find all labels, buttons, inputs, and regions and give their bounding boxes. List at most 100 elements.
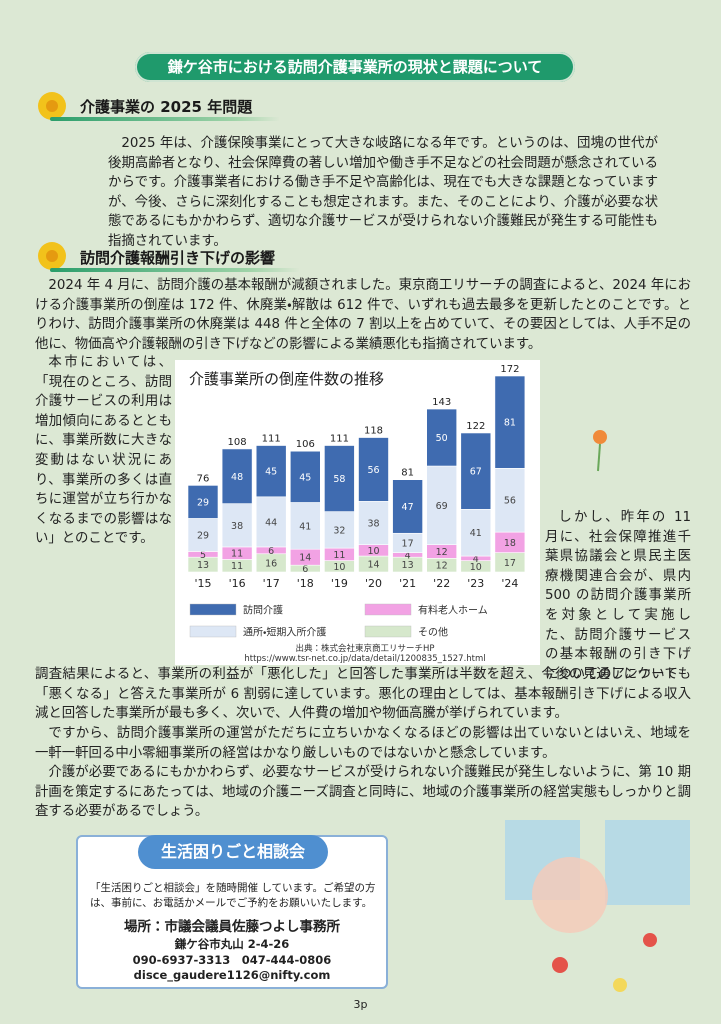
value-label: 38 [367, 519, 379, 530]
total-label: 143 [432, 397, 451, 408]
total-label: 106 [296, 439, 315, 450]
paragraph: ですから、訪問介護事業所の運営がただちに立ちいかなくなるほどの影響は出ていないと… [35, 726, 691, 761]
total-label: 118 [364, 426, 383, 437]
bar-segment [426, 408, 457, 467]
legend-label: 有料老人ホーム [418, 604, 488, 617]
decoration [593, 430, 607, 472]
value-label: 48 [231, 472, 243, 483]
legend-label: その他 [418, 626, 448, 639]
value-label: 4 [473, 554, 479, 565]
legend-label: 訪問介護 [243, 604, 283, 617]
value-label: 47 [402, 502, 414, 513]
bar-segment [358, 437, 389, 502]
flower-center [46, 250, 58, 262]
bar-segment [187, 485, 219, 519]
consult-email: disce_gaudere1126@nifty.com [133, 968, 331, 982]
consult-place: 場所：市議会議員佐藤つよし事務所 [124, 919, 340, 935]
value-label: 18 [504, 538, 516, 549]
consult-title: 生活困りごと相談会 [138, 835, 328, 869]
paragraph: 2024 年 4 月に、訪問介護の基本報酬が減額されました。東京商工リサーチの調… [35, 278, 691, 352]
chart: 介護事業所の倒産件数の推移 出典：株式会社東京商工リサーチHP https://… [187, 364, 526, 664]
x-tick-label: '19 [331, 577, 348, 590]
stem [597, 443, 601, 472]
x-tick-label: '24 [501, 577, 518, 590]
value-label: 12 [436, 561, 448, 572]
total-label: 122 [466, 421, 485, 432]
heading-underline [50, 268, 300, 272]
legend-label: 通所・短期入所介護 [243, 626, 326, 639]
paragraph: 本市においては、「現在のところ、訪問介護サービスの利用は増加傾向にあるとともに、… [35, 355, 172, 547]
legend-swatch [364, 603, 412, 616]
value-label: 32 [333, 525, 345, 536]
bar-segment [255, 496, 287, 548]
value-label: 11 [231, 561, 243, 572]
value-label: 13 [197, 560, 209, 571]
value-label: 45 [299, 472, 311, 483]
page-title: 鎌ケ谷市における訪問介護事業所の現状と課題について [135, 52, 575, 82]
decoration [505, 820, 690, 992]
chart-source: https://www.tsr-net.co.jp/data/detail/12… [244, 654, 485, 664]
consult-text: 「生活困りごと相談会」を随時開催 しています。ご希望の方は、事前に、お電話かメー… [90, 882, 376, 909]
heading-underline [50, 117, 280, 121]
consult-phone: 090-6937-3313 047-444-0806 [132, 953, 332, 967]
value-label: 17 [504, 558, 516, 569]
value-label: 67 [470, 467, 482, 478]
value-label: 11 [231, 549, 243, 560]
value-label: 10 [470, 562, 482, 573]
legend-swatch [364, 625, 412, 638]
legend-swatch [189, 625, 237, 638]
flower [593, 430, 607, 444]
x-tick-label: '18 [297, 577, 314, 590]
value-label: 10 [333, 562, 345, 573]
x-tick-label: '21 [399, 577, 416, 590]
bar-segment [255, 445, 287, 498]
chart-title: 介護事業所の倒産件数の推移 [189, 370, 384, 388]
x-tick-label: '23 [467, 577, 484, 590]
flower-icon [38, 92, 66, 120]
value-label: 44 [265, 517, 277, 528]
bar-segment [426, 465, 457, 545]
bar-segment [290, 502, 321, 550]
paragraph: 調査結果によると、事業所の利益が「悪化した」と回答した事業所は半数を超え、今後の… [35, 667, 691, 722]
total-label: 76 [197, 473, 210, 484]
page-number: 3p [353, 998, 368, 1011]
x-tick-label: '16 [229, 577, 246, 590]
chart-panel: 介護事業所の倒産件数の推移 出典：株式会社東京商工リサーチHP https://… [175, 360, 540, 665]
bar-segment [460, 432, 492, 510]
value-label: 12 [436, 547, 448, 558]
section-heading: 訪問介護報酬引き下げの影響 [80, 249, 276, 267]
bar-segment [324, 445, 355, 512]
value-label: 5 [200, 550, 206, 561]
value-label: 58 [333, 474, 345, 485]
face [532, 857, 608, 933]
value-label: 41 [470, 528, 482, 539]
window [605, 820, 690, 905]
value-label: 69 [436, 501, 448, 512]
x-tick-label: '22 [433, 577, 450, 590]
value-label: 14 [299, 553, 311, 564]
bar-segment [221, 503, 253, 548]
total-label: 108 [228, 437, 247, 448]
bar-segment [494, 375, 526, 469]
value-label: 81 [504, 418, 516, 429]
total-label: 111 [262, 434, 281, 445]
consult-address: 鎌ケ谷市丸山 2-4-26 [174, 937, 290, 951]
value-label: 16 [265, 558, 277, 569]
x-tick-label: '20 [365, 577, 382, 590]
x-tick-label: '15 [194, 577, 211, 590]
total-label: 81 [401, 468, 414, 479]
flower-icon [38, 242, 66, 270]
total-label: 111 [330, 434, 349, 445]
paragraph: しかし、昨年の 11 月に、社会保障推進千葉県協議会と県民主医療機関連合会が、県… [545, 510, 691, 682]
value-label: 56 [367, 465, 379, 476]
paragraph: 介護が必要であるにもかかわらず、必要なサービスが受けられない介護難民が発生しない… [35, 765, 691, 820]
value-label: 10 [367, 546, 379, 557]
value-label: 29 [197, 530, 209, 541]
flower [643, 933, 657, 947]
flower [552, 957, 568, 973]
section-heading: 介護事業の 2025 年問題 [80, 98, 253, 116]
total-label: 172 [500, 364, 519, 375]
value-label: 13 [402, 560, 414, 571]
consult-box: 生活困りごと相談会 「生活困りごと相談会」を随時開催 しています。ご希望の方は、… [76, 835, 388, 989]
